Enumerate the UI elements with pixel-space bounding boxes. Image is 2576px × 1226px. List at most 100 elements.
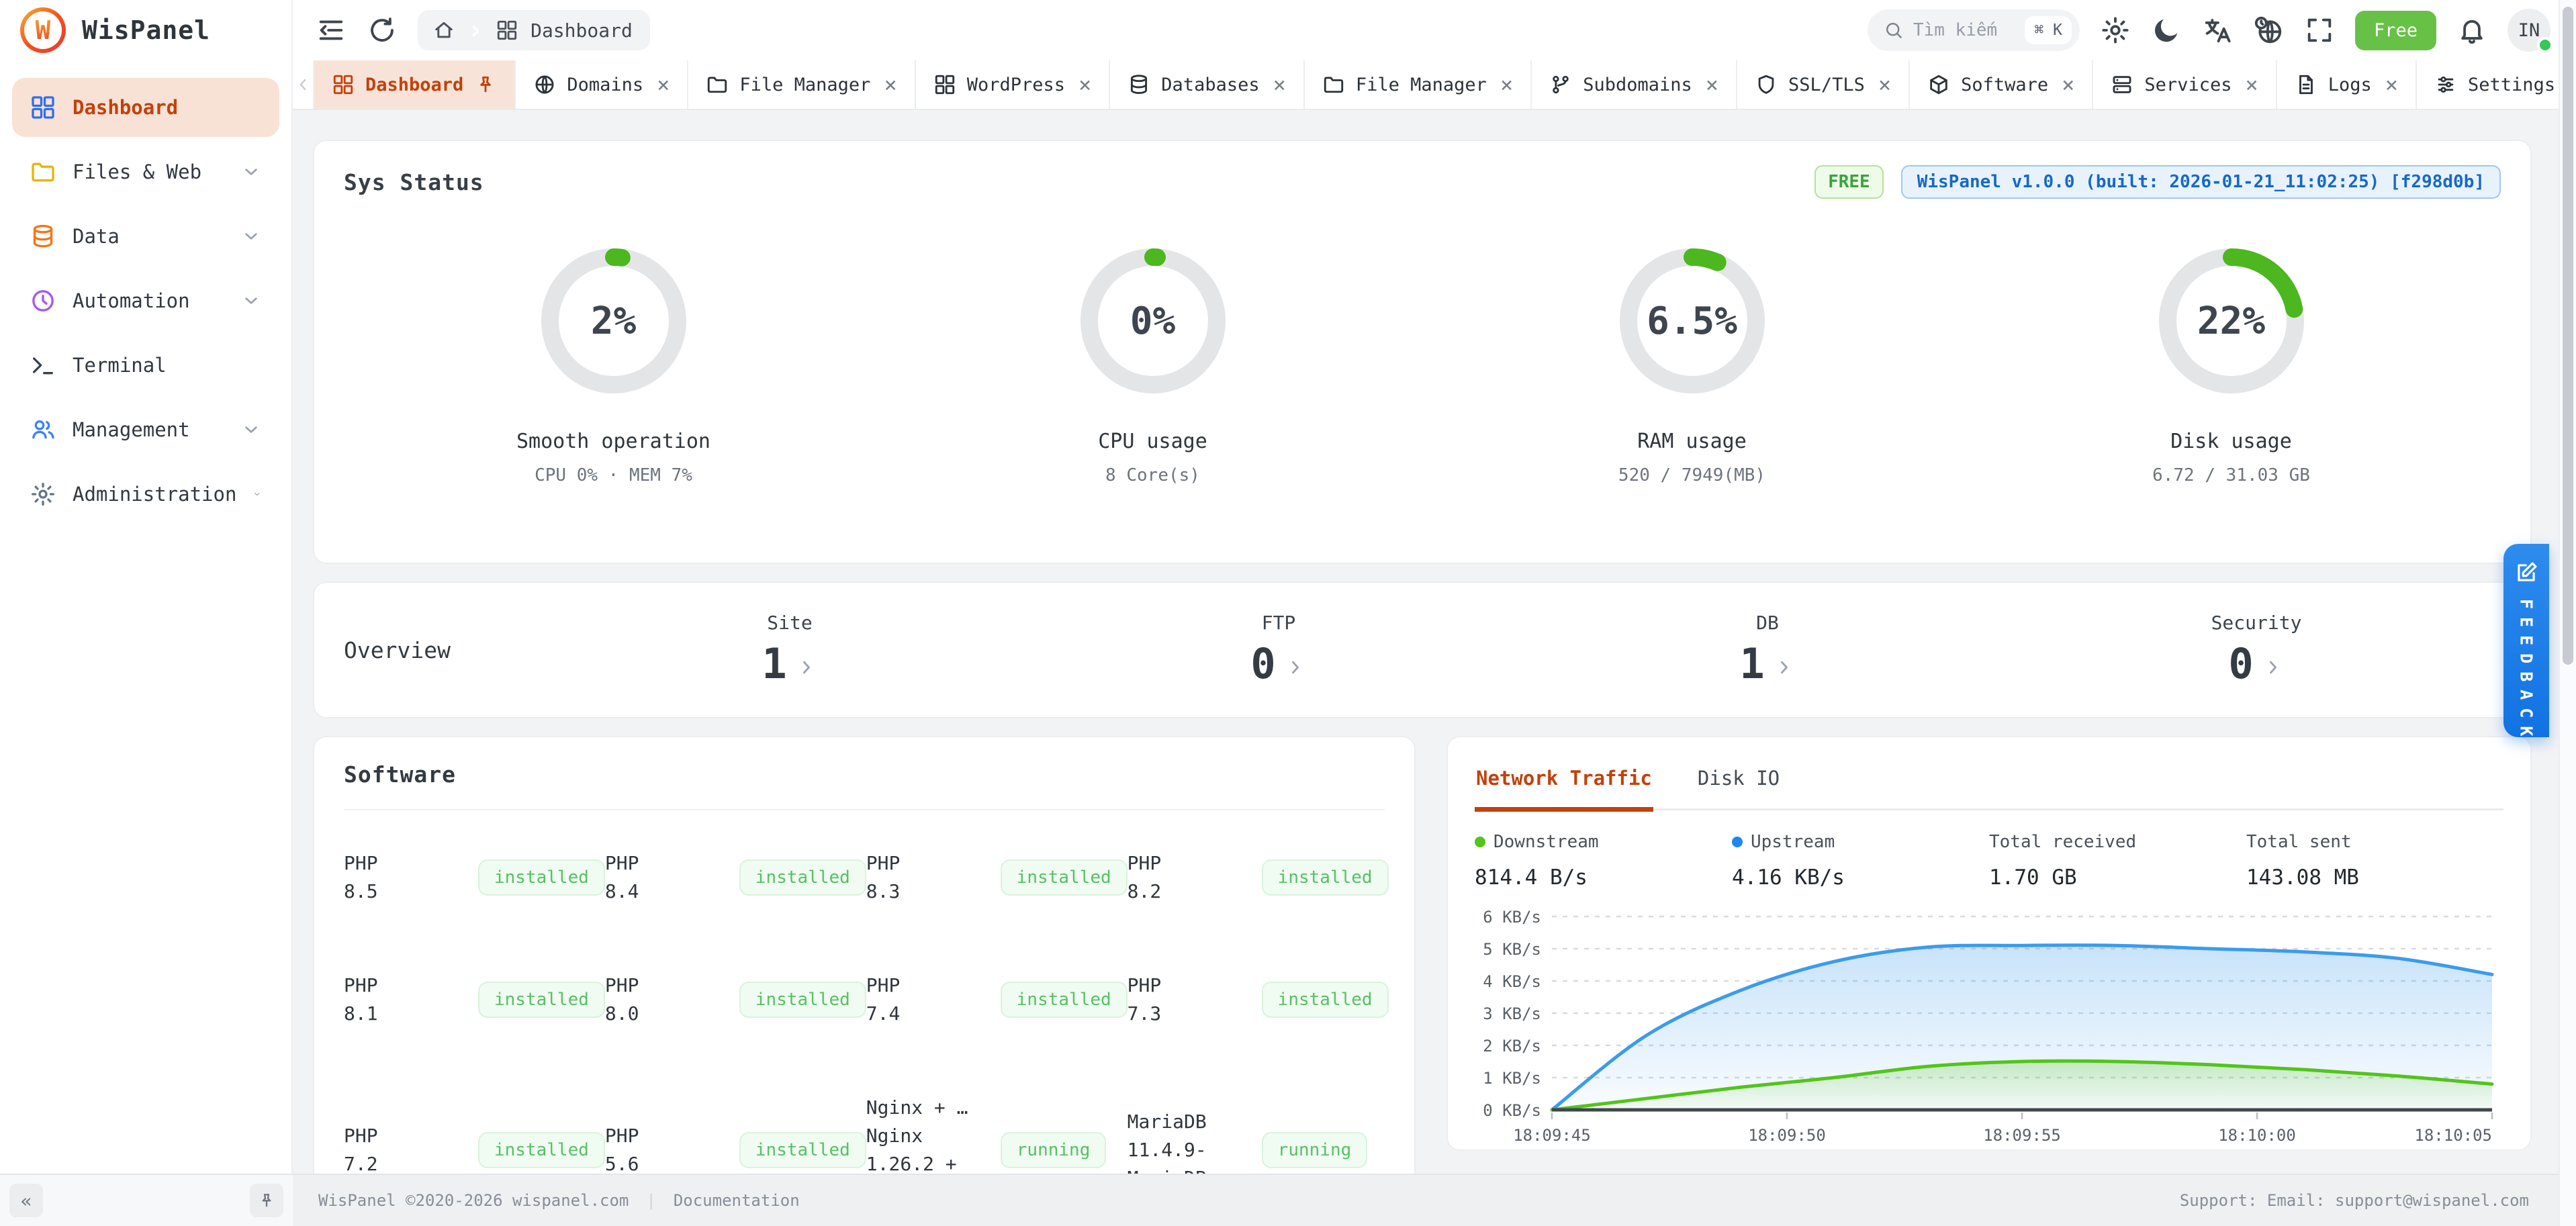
home-icon[interactable]	[432, 19, 455, 42]
close-tab-icon[interactable]: ×	[884, 72, 897, 97]
sidebar-item-label: Files & Web	[73, 160, 202, 183]
sliders-icon	[2434, 73, 2457, 96]
sidebar-item-data[interactable]: Data	[12, 207, 279, 266]
close-tab-icon[interactable]: ×	[2385, 72, 2399, 97]
search-input[interactable]	[1913, 20, 2007, 40]
timezone-icon[interactable]	[2253, 15, 2284, 46]
language-icon[interactable]	[2202, 15, 2233, 46]
tab-wordpress[interactable]: WordPress ×	[916, 60, 1111, 109]
tab-settings[interactable]: Settings×	[2417, 60, 2576, 109]
overview-card: Overview Site 1 FTP 0 DB 1 Security 0	[313, 581, 2532, 718]
tab-databases[interactable]: Databases ×	[1110, 60, 1305, 109]
plan-free-button[interactable]: Free	[2354, 10, 2436, 50]
tab-subdomains[interactable]: Subdomains ×	[1532, 60, 1738, 109]
status-badge: installed	[739, 859, 866, 896]
traffic-stat-upstream: Upstream 4.16 KB/s	[1732, 832, 1989, 890]
sidebar-item-label: Terminal	[73, 354, 167, 377]
feedback-button[interactable]: FEEDBACK	[2503, 544, 2549, 744]
close-tab-icon[interactable]: ×	[1878, 72, 1892, 97]
chevron-right-icon[interactable]	[795, 656, 818, 679]
close-tab-icon[interactable]: ×	[2062, 72, 2075, 97]
dark-mode-moon-icon[interactable]	[2151, 15, 2182, 46]
refresh-icon[interactable]	[367, 15, 398, 46]
gauge-label: CPU usage	[1098, 430, 1207, 453]
sidebar-item-files-web[interactable]: Files & Web	[12, 142, 279, 201]
pin-sidebar-button[interactable]	[250, 1184, 283, 1217]
brand-area: W WisPanel	[0, 0, 293, 60]
settings-gear-icon[interactable]	[2100, 15, 2131, 46]
status-badge: installed	[739, 982, 866, 1018]
software-name-version: PHP 7.4	[866, 972, 1001, 1028]
traffic-tab-network-traffic[interactable]: Network Traffic	[1475, 756, 1653, 812]
tab-label: Domains	[567, 74, 644, 95]
feedback-label: FEEDBACK	[2516, 599, 2536, 745]
overview-stat-label: Site	[767, 612, 813, 634]
sidebar-item-dashboard[interactable]: Dashboard	[12, 78, 279, 137]
sidebar-collapse-icon[interactable]	[316, 15, 347, 46]
overview-stat-valuerow: 1	[762, 639, 817, 688]
software-item: Nginx + … Nginx 1.26.2 + Apache running	[866, 1094, 1128, 1174]
sidebar-item-automation[interactable]: Automation	[12, 271, 279, 330]
tab-dashboard[interactable]: Dashboard	[313, 60, 516, 109]
software-name: PHP	[1127, 974, 1162, 996]
chevron-right-icon[interactable]	[1773, 656, 1796, 679]
pin-icon[interactable]	[474, 73, 497, 96]
tab-services[interactable]: Services ×	[2093, 60, 2277, 109]
traffic-stat-label: Total received	[1989, 832, 2246, 852]
gauge-percent: 6.5%	[1647, 299, 1737, 343]
scrollbar-thumb[interactable]	[2563, 7, 2573, 665]
software-name-version: PHP 7.3	[1128, 972, 1262, 1028]
version-badge[interactable]: WisPanel v1.0.0 (built: 2026-01-21_11:02…	[1900, 165, 2501, 199]
traffic-stat-total-received: Total received 1.70 GB	[1989, 832, 2246, 890]
chevron-right-icon[interactable]	[1284, 656, 1307, 679]
close-tab-icon[interactable]: ×	[2245, 72, 2258, 97]
traffic-tab-disk-io[interactable]: Disk IO	[1697, 767, 1780, 790]
gauge-label: RAM usage	[1637, 430, 1747, 453]
tab-label: Subdomains	[1583, 74, 1692, 95]
sidebar-item-management[interactable]: Management	[12, 400, 279, 459]
close-tab-icon[interactable]: ×	[1273, 72, 1286, 97]
close-tab-icon[interactable]: ×	[1705, 72, 1719, 97]
tab-ssl-tls[interactable]: SSL/TLS ×	[1737, 60, 1911, 109]
chevron-down-icon	[240, 419, 262, 440]
sidebar-item-label: Automation	[73, 289, 190, 312]
grid-icon	[933, 73, 956, 96]
software-item: PHP 7.2 installed	[344, 1094, 605, 1174]
gauge-sublabel: 6.72 / 31.03 GB	[2152, 465, 2310, 485]
edit-feedback-icon	[2514, 560, 2539, 585]
close-tab-icon[interactable]: ×	[1078, 72, 1092, 97]
collapse-sidebar-button[interactable]: «	[9, 1184, 43, 1217]
shield-icon	[1755, 73, 1778, 96]
sidebar-item-administration[interactable]: Administration	[12, 465, 279, 524]
documentation-link[interactable]: Documentation	[673, 1191, 800, 1210]
close-tab-icon[interactable]: ×	[1500, 72, 1514, 97]
user-avatar[interactable]: IN	[2508, 9, 2553, 53]
overview-stat-ftp: FTP 0	[1034, 612, 1523, 688]
tab-software[interactable]: Software ×	[1910, 60, 2094, 109]
software-version: 8.5	[344, 880, 378, 902]
traffic-stat-label: Downstream	[1475, 832, 1732, 852]
terminal-icon	[30, 352, 56, 379]
search-box[interactable]: ⌘ K	[1867, 9, 2080, 51]
tab-strip: Dashboard Domains × File Manager × WordPress ×…	[293, 60, 2576, 110]
close-tab-icon[interactable]: ×	[657, 72, 670, 97]
software-card: Software PHP 8.5 installed PHP 8.4 installed P…	[313, 736, 1416, 1174]
software-item: PHP 8.4 installed	[605, 849, 866, 906]
page-scrollbar[interactable]	[2559, 0, 2576, 1226]
overview-stats: Site 1 FTP 0 DB 1 Security 0	[545, 612, 2501, 688]
tab-file-manager[interactable]: File Manager ×	[1305, 60, 1532, 109]
tabs-scroll-left-button[interactable]	[293, 60, 313, 109]
chevron-right-icon[interactable]	[2262, 656, 2285, 679]
tab-file-manager[interactable]: File Manager ×	[688, 60, 916, 109]
tab-logs[interactable]: Logs ×	[2277, 60, 2418, 109]
breadcrumb[interactable]: › Dashboard	[418, 10, 650, 50]
app-header: W WisPanel › Dashboard ⌘ K Free IN	[0, 0, 2576, 60]
traffic-stat-value: 814.4 B/s	[1475, 865, 1588, 890]
tab-label: File Manager	[739, 74, 871, 95]
sidebar-item-terminal[interactable]: Terminal	[12, 336, 279, 395]
tab-domains[interactable]: Domains ×	[516, 60, 689, 109]
breadcrumb-separator: ›	[467, 15, 484, 46]
notifications-bell-icon[interactable]	[2456, 15, 2487, 46]
fullscreen-icon[interactable]	[2304, 15, 2335, 46]
package-icon	[1927, 73, 1950, 96]
